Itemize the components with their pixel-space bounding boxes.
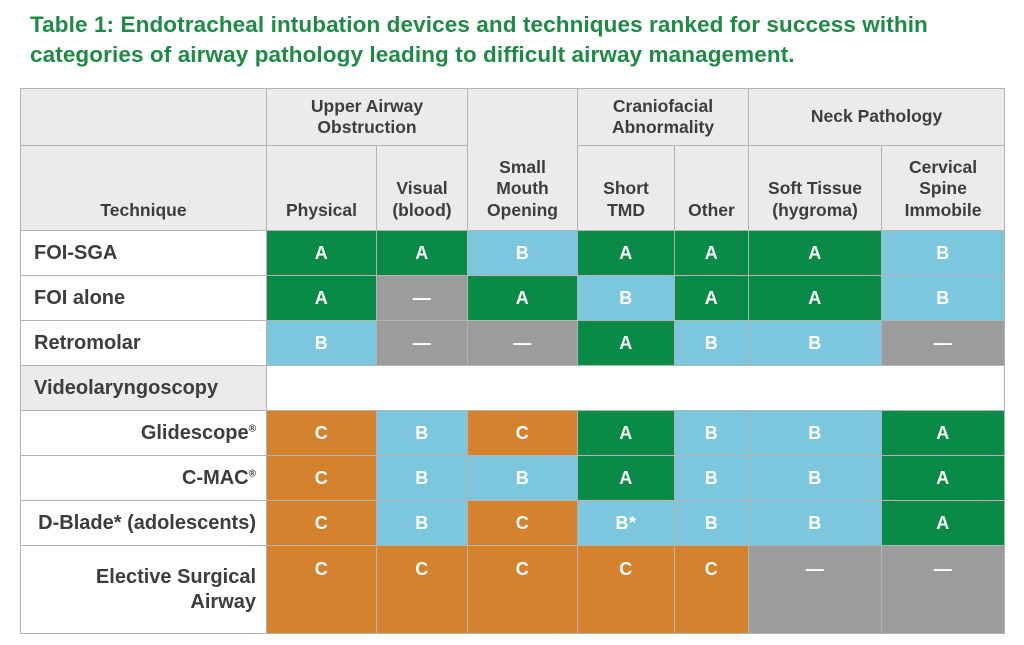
grade-cell: A: [467, 275, 579, 321]
grade-cell: —: [748, 545, 883, 634]
table-row: Elective Surgical Airway C C C C C — —: [20, 545, 1006, 634]
table-row: FOI-SGA A A B A A A B: [20, 230, 1006, 276]
grade-cell: B: [748, 320, 883, 366]
grade-cell: A: [577, 455, 676, 501]
row-label: Videolaryngoscopy: [20, 365, 267, 411]
grade-cell: B: [674, 500, 750, 546]
row-label: Glidescope®: [20, 410, 267, 456]
column-header-soft-tissue-hygroma: Soft Tissue (hygroma): [748, 145, 883, 231]
group-header-upper-airway-obstruction: Upper Airway Obstruction: [265, 88, 469, 146]
grade-cell: B: [375, 455, 469, 501]
grade-cell: C: [266, 410, 377, 456]
table-row: Videolaryngoscopy: [20, 365, 1006, 411]
column-header-physical: Physical: [266, 145, 377, 231]
grade-cell: B: [467, 455, 579, 501]
grade-cell: A: [881, 500, 1006, 546]
column-header-row: Technique Physical Visual (blood) Short …: [20, 145, 1006, 231]
table-row: Glidescope® C B C A B B A: [20, 410, 1006, 456]
row-label: C-MAC®: [20, 455, 267, 501]
empty-section-cell: [265, 365, 1006, 411]
grade-cell: B*: [577, 500, 676, 546]
row-label: Elective Surgical Airway: [20, 545, 267, 634]
grade-cell: B: [375, 500, 469, 546]
grade-cell: A: [577, 410, 676, 456]
grade-cell: —: [881, 320, 1006, 366]
grade-cell: —: [881, 545, 1006, 634]
grade-cell: C: [467, 545, 579, 634]
table-row: D-Blade* (adolescents) C B C B* B B A: [20, 500, 1006, 546]
intubation-ranking-table: Upper Airway Obstruction Small Mouth Ope…: [20, 88, 1006, 634]
grade-cell: C: [467, 410, 579, 456]
grade-cell: A: [748, 275, 883, 321]
grade-cell: B: [266, 320, 377, 366]
grade-cell: C: [674, 545, 750, 634]
grade-cell: A: [577, 230, 676, 276]
grade-cell: C: [266, 500, 377, 546]
grade-cell: —: [467, 320, 579, 366]
grade-cell: A: [266, 275, 377, 321]
grade-cell: C: [375, 545, 469, 634]
registered-trademark-symbol: ®: [248, 422, 256, 434]
column-header-visual-blood: Visual (blood): [375, 145, 469, 231]
grade-cell: B: [881, 275, 1006, 321]
grade-cell: B: [467, 230, 579, 276]
row-label: D-Blade* (adolescents): [20, 500, 267, 546]
grade-cell: C: [266, 455, 377, 501]
grade-cell: A: [674, 275, 750, 321]
grade-cell: A: [266, 230, 377, 276]
table-row: C-MAC® C B B A B B A: [20, 455, 1006, 501]
grade-cell: C: [577, 545, 676, 634]
column-header-technique: Technique: [20, 145, 267, 231]
grade-cell: A: [881, 410, 1006, 456]
grade-cell: B: [881, 230, 1006, 276]
table-row: FOI alone A — A B A A B: [20, 275, 1006, 321]
grade-cell: A: [577, 320, 676, 366]
column-header-other: Other: [674, 145, 750, 231]
registered-trademark-symbol: ®: [248, 467, 256, 479]
column-header-cervical-spine-immobile: Cervical Spine Immobile: [881, 145, 1006, 231]
grade-cell: B: [748, 410, 883, 456]
corner-cell: [20, 88, 267, 146]
grade-cell: —: [375, 275, 469, 321]
grade-cell: B: [748, 500, 883, 546]
grade-cell: B: [674, 320, 750, 366]
grade-cell: C: [467, 500, 579, 546]
grade-cell: C: [266, 545, 377, 634]
column-header-short-tmd: Short TMD: [577, 145, 676, 231]
grade-cell: A: [674, 230, 750, 276]
group-header-neck-pathology: Neck Pathology: [748, 88, 1006, 146]
grade-cell: A: [748, 230, 883, 276]
grade-cell: B: [674, 410, 750, 456]
row-label: Retromolar: [20, 320, 267, 366]
grade-cell: —: [375, 320, 469, 366]
table-row: Retromolar B — — A B B —: [20, 320, 1006, 366]
table-title: Table 1: Endotracheal intubation devices…: [30, 12, 928, 67]
grade-cell: B: [674, 455, 750, 501]
grade-cell: B: [375, 410, 469, 456]
grade-cell: B: [748, 455, 883, 501]
grade-cell: B: [577, 275, 676, 321]
group-header-craniofacial-abnormality: Craniofacial Abnormality: [577, 88, 750, 146]
row-label: FOI-SGA: [20, 230, 267, 276]
table-body: FOI-SGA A A B A A A B FOI alone A — A B A A B Retromolar…: [20, 230, 1006, 634]
group-header-row: Upper Airway Obstruction Small Mouth Ope…: [20, 88, 1006, 231]
row-label: FOI alone: [20, 275, 267, 321]
grade-cell: A: [881, 455, 1006, 501]
column-header-small-mouth-opening: Small Mouth Opening: [467, 88, 579, 231]
grade-cell: A: [375, 230, 469, 276]
